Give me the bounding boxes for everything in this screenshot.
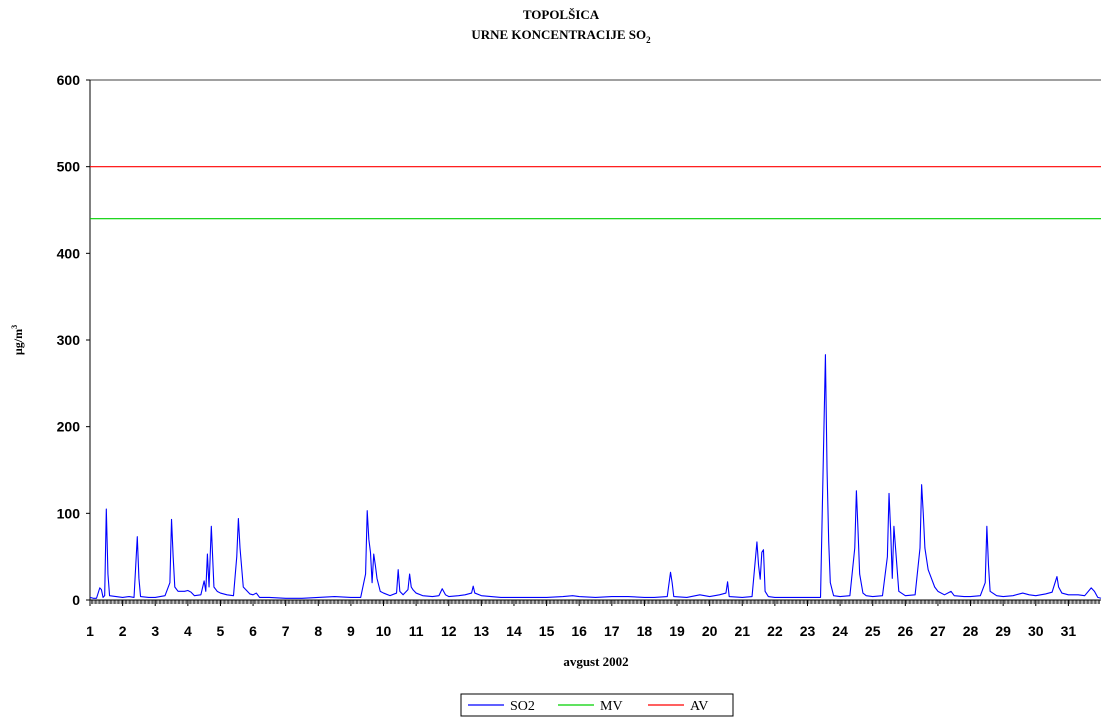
- x-tick-label: 27: [930, 623, 946, 639]
- x-tick-label: 29: [995, 623, 1011, 639]
- legend-label-so2: SO2: [510, 699, 535, 714]
- x-tick-label: 25: [865, 623, 881, 639]
- chart-title-subscript: 2: [646, 35, 651, 45]
- plot-area: [89, 79, 1101, 601]
- y-axis-ticks: 0 100 200 300 400 500 600: [57, 72, 90, 608]
- x-tick-label: 31: [1061, 623, 1077, 639]
- x-tick-label: 24: [832, 623, 848, 639]
- legend-label-av: AV: [690, 699, 708, 714]
- x-tick-label: 16: [571, 623, 587, 639]
- x-tick-label: 11: [409, 623, 424, 639]
- y-tick-label: 600: [57, 72, 81, 88]
- chart-title-main: URNE KONCENTRACIJE SO: [471, 27, 646, 42]
- x-tick-label: 10: [376, 623, 392, 639]
- legend: SO2 MV AV: [460, 693, 734, 717]
- x-tick-label: 6: [249, 623, 257, 639]
- y-tick-label: 200: [57, 419, 81, 435]
- x-tick-label: 1: [86, 623, 94, 639]
- y-tick-label: 500: [57, 159, 81, 175]
- x-tick-label: 7: [282, 623, 290, 639]
- x-axis-ticks: 1 2 3 4 5 6 7 8 9 10 11 12 13 14 15 16 17 18 19 20 21 22 23 24 2…: [86, 600, 1100, 639]
- x-tick-label: 22: [767, 623, 783, 639]
- x-tick-label: 9: [347, 623, 355, 639]
- y-axis-label-main: µg/m: [11, 329, 25, 355]
- x-tick-label: 20: [702, 623, 718, 639]
- x-tick-label: 13: [474, 623, 490, 639]
- y-tick-label: 100: [57, 505, 81, 521]
- x-tick-label: 17: [604, 623, 620, 639]
- series-layer: [89, 166, 1102, 599]
- chart-title: TOPOLŠICA URNE KONCENTRACIJE SO2: [471, 7, 651, 45]
- x-tick-label: 23: [800, 623, 816, 639]
- series-line-so2: [89, 354, 1102, 599]
- x-tick-label: 26: [898, 623, 914, 639]
- y-tick-label: 400: [57, 245, 81, 261]
- x-tick-label: 4: [184, 623, 192, 639]
- chart-title-line2: URNE KONCENTRACIJE SO2: [471, 27, 651, 45]
- x-tick-label: 15: [539, 623, 555, 639]
- x-tick-label: 30: [1028, 623, 1044, 639]
- x-tick-label: 19: [669, 623, 685, 639]
- y-tick-label: 0: [72, 592, 80, 608]
- x-tick-label: 21: [734, 623, 750, 639]
- x-tick-label: 18: [637, 623, 653, 639]
- legend-box: [460, 693, 734, 717]
- x-tick-label: 28: [963, 623, 979, 639]
- x-tick-label: 5: [217, 623, 225, 639]
- y-axis-label-superscript: 3: [10, 325, 19, 329]
- y-tick-label: 300: [57, 332, 81, 348]
- x-tick-label: 12: [441, 623, 457, 639]
- x-tick-label: 14: [506, 623, 522, 639]
- legend-label-mv: MV: [600, 699, 623, 714]
- chart-title-line1: TOPOLŠICA: [523, 7, 600, 22]
- x-tick-label: 8: [314, 623, 322, 639]
- x-tick-label: 2: [119, 623, 127, 639]
- x-axis-label: avgust 2002: [563, 654, 628, 669]
- y-axis-label: µg/m3: [10, 325, 25, 355]
- x-tick-label: 3: [151, 623, 159, 639]
